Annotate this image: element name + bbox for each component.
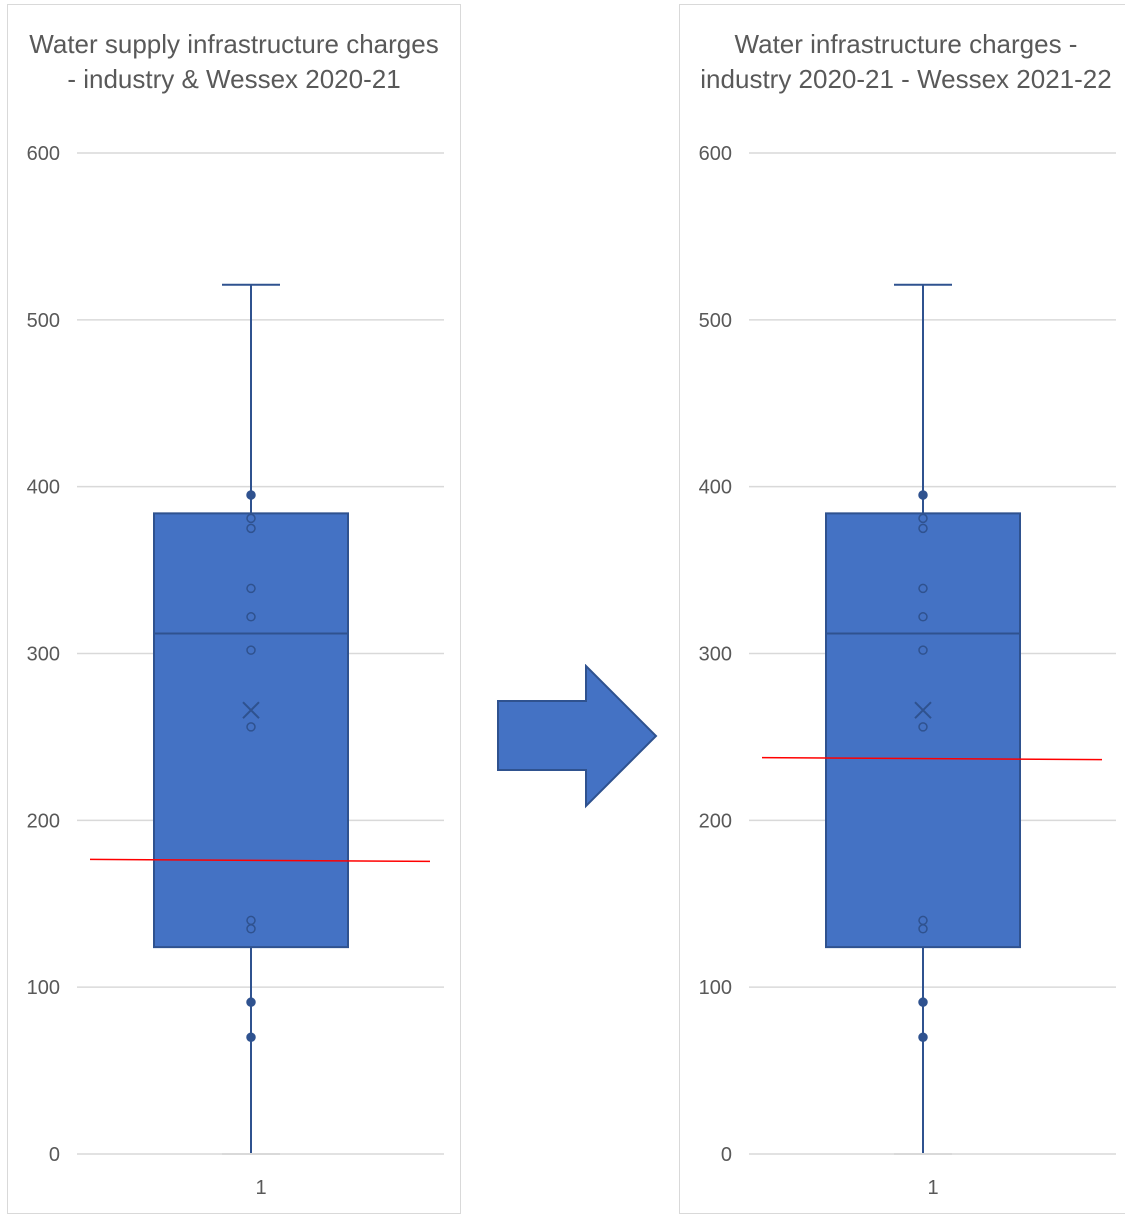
y-tick-label: 300 (27, 644, 60, 666)
y-tick-label: 600 (27, 143, 60, 165)
y-tick-label: 0 (721, 1144, 732, 1166)
y-tick-label: 600 (699, 143, 732, 165)
data-point (246, 915, 256, 926)
data-point (918, 915, 928, 926)
y-tick-label: 0 (49, 1144, 60, 1166)
data-point (918, 612, 928, 622)
y-tick-label: 400 (699, 477, 732, 499)
chart-plot: 0 100 200 300 400 500 600 1 (27, 143, 444, 1199)
data-point (918, 513, 928, 524)
y-tick-label: 200 (27, 810, 60, 832)
chart-plot: 0 100 200 300 400 500 600 1 (699, 143, 1116, 1199)
data-point (246, 490, 256, 500)
data-point (918, 997, 928, 1007)
data-point (246, 513, 256, 524)
data-point (918, 523, 928, 534)
data-point (918, 645, 928, 655)
data-point (246, 645, 256, 655)
data-point (246, 997, 256, 1007)
y-tick-label: 500 (27, 310, 60, 332)
y-tick-label: 100 (699, 977, 732, 999)
data-point (246, 722, 256, 732)
y-tick-label: 100 (27, 977, 60, 999)
y-tick-label: 500 (699, 310, 732, 332)
reference-line (761, 756, 1103, 761)
data-point (918, 490, 928, 500)
data-point (918, 583, 928, 594)
y-tick-label: 300 (699, 644, 732, 666)
chart-panel-right: Water infrastructure charges - industry … (679, 4, 1125, 1214)
data-point (246, 1032, 256, 1042)
y-tick-label: 400 (27, 477, 60, 499)
data-point (246, 523, 256, 534)
chart-title: Water supply infrastructure charges - in… (29, 29, 439, 94)
reference-line (89, 858, 431, 863)
data-point (246, 612, 256, 622)
chart-title: Water infrastructure charges - industry … (700, 29, 1112, 94)
mean-marker (914, 701, 932, 719)
data-point (246, 583, 256, 594)
data-point (918, 1032, 928, 1042)
x-tick-label: 1 (927, 1177, 938, 1199)
chart-panel-left: Water supply infrastructure charges - in… (7, 4, 461, 1214)
data-point (918, 722, 928, 732)
right-arrow-icon (497, 664, 658, 809)
y-tick-label: 200 (699, 810, 732, 832)
mean-marker (242, 701, 260, 719)
x-tick-label: 1 (255, 1177, 266, 1199)
